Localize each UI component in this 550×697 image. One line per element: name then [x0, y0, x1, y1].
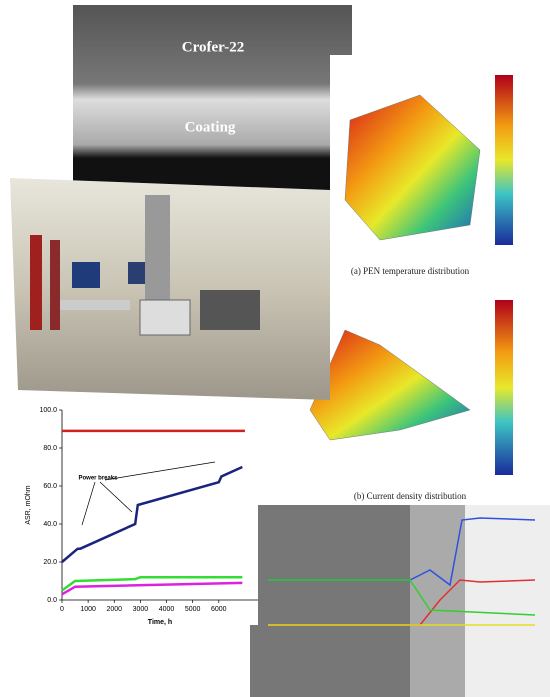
y-tick-label: 100.0: [39, 407, 57, 414]
plot-b: (b) Current density distribution: [290, 285, 550, 510]
sem-label: Coating: [185, 119, 236, 135]
x-tick-label: 1000: [80, 606, 96, 613]
y-tick-label: 60.0: [43, 483, 57, 490]
x-tick-label: 5000: [185, 606, 201, 613]
x-tick-label: 2000: [106, 606, 122, 613]
x-tick-label: 6000: [211, 606, 227, 613]
series-line: [61, 575, 243, 592]
plot-a: (a) PEN temperature distribution: [330, 55, 550, 280]
x-tick-label: 3000: [133, 606, 149, 613]
x-axis-label: Time, h: [148, 619, 172, 626]
y-tick-label: 40.0: [43, 521, 57, 528]
annotation: Power breaks: [78, 476, 118, 482]
x-tick-label: 4000: [159, 606, 175, 613]
y-tick-label: 80.0: [43, 445, 57, 452]
x-tick-label: 0: [60, 606, 64, 613]
series-line: [61, 465, 243, 563]
caption: (a) PEN temperature distribution: [351, 266, 470, 276]
series-line: [61, 581, 243, 596]
caption: (b) Current density distribution: [354, 491, 467, 501]
micrograph: [250, 505, 550, 697]
y-axis-label: ASR, mOhm: [25, 485, 32, 524]
y-tick-label: 0.0: [47, 597, 57, 604]
lab-photo: [10, 178, 330, 400]
y-tick-label: 20.0: [43, 559, 57, 566]
asr-chart: ASR, mOhm Time, h Power breaks 0.0 20.0 40…: [20, 400, 258, 626]
sem-label: Crofer-22: [182, 39, 244, 55]
